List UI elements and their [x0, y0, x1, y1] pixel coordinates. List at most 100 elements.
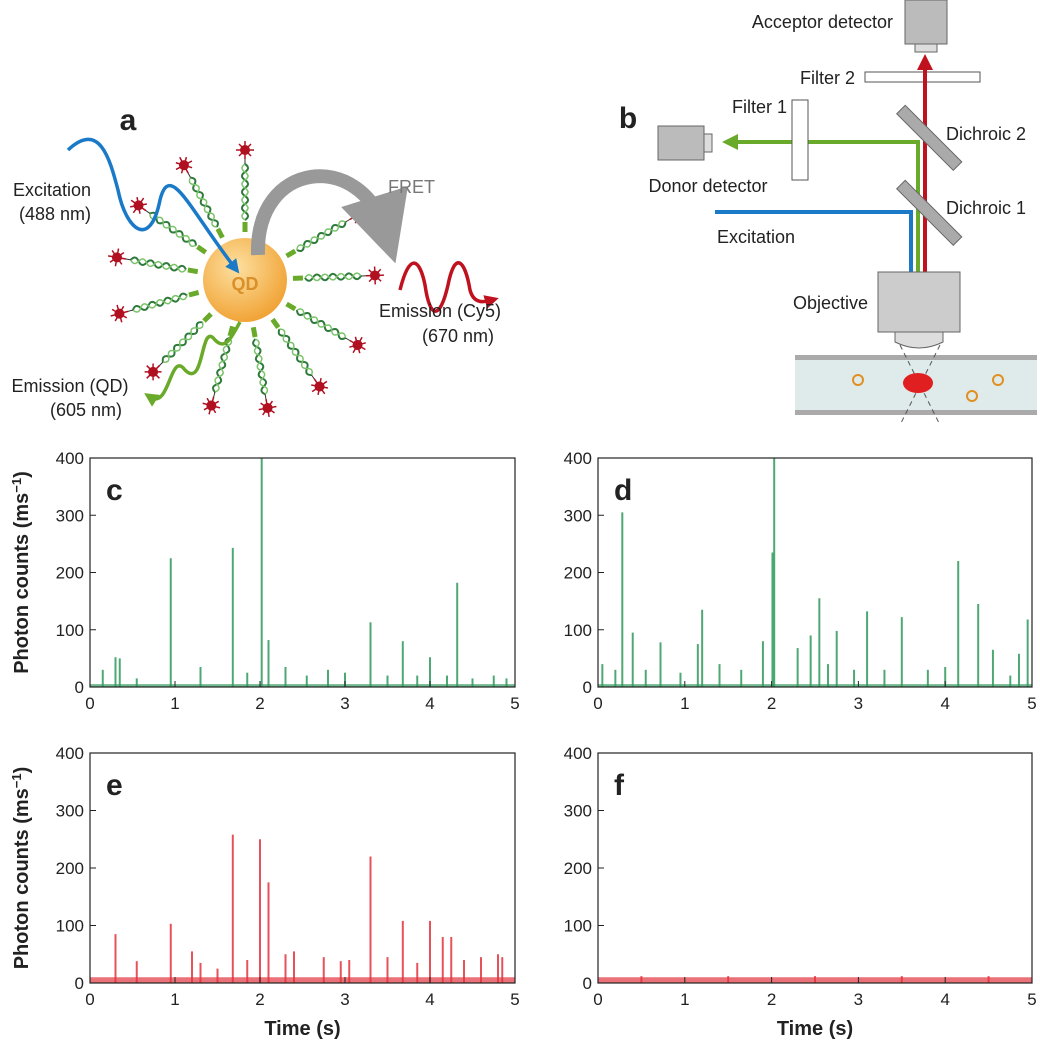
acceptor-label: Acceptor detector: [752, 12, 893, 32]
focal-spot: [903, 373, 933, 393]
x-tick-label: 2: [767, 694, 776, 713]
chart: 0 100 200 300 400 0 1 2 3 4 5 f Time (s): [564, 744, 1037, 1040]
quantum-dot: [203, 238, 287, 322]
excitation-wave: [66, 137, 240, 274]
excitation-wavelength: (488 nm): [19, 204, 91, 224]
acceptor-detector: [904, 0, 948, 45]
y-tick-label: 100: [56, 621, 84, 640]
x-tick-label: 5: [510, 694, 519, 713]
x-tick-label: 4: [940, 694, 949, 713]
y-tick-label: 100: [564, 621, 592, 640]
channel-wall: [795, 355, 1037, 360]
x-tick-label: 2: [255, 694, 264, 713]
filter1-label: Filter 1: [732, 97, 787, 117]
x-tick-label: 4: [940, 990, 949, 1009]
panel-label: b: [619, 102, 637, 135]
chart: 0 100 200 300 400 0 1 2 3 4 5 d: [564, 449, 1037, 713]
x-tick-label: 3: [854, 990, 863, 1009]
x-tick-label: 0: [593, 990, 602, 1009]
cy5-emission-wave: [398, 261, 499, 313]
focus-cone: [899, 344, 941, 426]
y-tick-label: 400: [56, 744, 84, 763]
baseline-noise: [90, 977, 515, 983]
x-tick-label: 2: [767, 990, 776, 1009]
y-tick-label: 200: [564, 564, 592, 583]
y-tick-label: 100: [564, 917, 592, 936]
donor-beam: [722, 134, 920, 272]
dichroic2-label: Dichroic 2: [946, 124, 1026, 144]
y-tick-label: 0: [583, 678, 592, 697]
dichroic1-label: Dichroic 1: [946, 198, 1026, 218]
acceptor-window: [914, 43, 938, 53]
y-tick-label: 0: [75, 974, 84, 993]
donor-detector: [657, 125, 705, 161]
fret-arrow: [250, 169, 408, 264]
y-tick-label: 0: [583, 974, 592, 993]
y-tick-label: 400: [564, 449, 592, 468]
qd-emission-label: Emission (QD): [11, 376, 128, 396]
panel-label: c: [106, 474, 123, 507]
objective: [877, 271, 961, 333]
y-axis-label-part: Photon counts (ms: [11, 788, 33, 969]
y-tick-label: 400: [564, 744, 592, 763]
x-tick-label: 0: [85, 694, 94, 713]
plot-frame: [89, 457, 516, 688]
donor-window: [703, 133, 713, 153]
cy5-wavelength: (670 nm): [422, 326, 494, 346]
y-tick-label: 100: [56, 917, 84, 936]
y-axis-label: Photon counts (ms−1): [9, 471, 34, 674]
panel-label: d: [614, 474, 632, 507]
molecule: [852, 374, 864, 386]
x-tick-label: 1: [170, 990, 179, 1009]
x-axis-label: Time (s): [777, 1018, 853, 1040]
x-tick-label: 5: [1027, 990, 1036, 1009]
excitation-label: Excitation: [13, 180, 91, 200]
x-tick-label: 3: [340, 694, 349, 713]
x-tick-label: 3: [340, 990, 349, 1009]
y-axis-label-part: Photon counts (ms: [11, 493, 33, 674]
qd-label: QD: [232, 274, 259, 294]
chart: 0 100 200 300 400 0 1 2 3 4 5 e Time (s) Photon count…: [9, 744, 520, 1040]
y-tick-label: 200: [56, 859, 84, 878]
panel-label: a: [120, 104, 137, 137]
cy5-label: Emission (Cy5): [379, 301, 501, 321]
y-tick-label: 0: [75, 678, 84, 697]
x-tick-label: 2: [255, 990, 264, 1009]
x-tick-label: 3: [854, 694, 863, 713]
y-axis-label-part: ): [11, 767, 33, 774]
x-tick-label: 1: [680, 694, 689, 713]
panel-a: QD a Excitation (488 nm) FRET Emission (…: [11, 104, 501, 420]
y-tick-label: 200: [56, 564, 84, 583]
fret-label: FRET: [388, 177, 435, 197]
filter-1: [791, 99, 809, 181]
excitation-label: Excitation: [717, 227, 795, 247]
y-axis-label-part: ): [11, 471, 33, 478]
x-tick-label: 1: [170, 694, 179, 713]
donor-label: Donor detector: [648, 176, 767, 196]
plot-frame: [597, 457, 1033, 688]
objective-lens: [894, 331, 944, 349]
x-axis-label: Time (s): [264, 1018, 340, 1040]
y-tick-label: 300: [56, 802, 84, 821]
excitation-beam: [715, 210, 913, 272]
baseline-noise: [90, 684, 515, 687]
x-tick-label: 5: [510, 990, 519, 1009]
y-tick-label: 300: [564, 506, 592, 525]
plot-frame: [597, 752, 1033, 984]
panel-b: b Acceptor detector Filter 2 Dichroic 2 …: [619, 0, 1037, 426]
filter-2: [864, 71, 981, 83]
y-axis-label-part: −1: [9, 478, 24, 493]
x-tick-label: 0: [85, 990, 94, 1009]
y-tick-label: 400: [56, 449, 84, 468]
y-axis-label-part: −1: [9, 773, 24, 788]
dichroic-1: [896, 179, 963, 247]
x-tick-label: 5: [1027, 694, 1036, 713]
filter2-label: Filter 2: [800, 68, 855, 88]
x-tick-label: 1: [680, 990, 689, 1009]
panel-label: e: [106, 769, 123, 802]
baseline-noise: [598, 684, 1032, 687]
qd-emission-wave: [144, 321, 242, 407]
molecule: [966, 390, 978, 402]
x-tick-label: 4: [425, 990, 434, 1009]
panel-label: f: [614, 769, 625, 802]
